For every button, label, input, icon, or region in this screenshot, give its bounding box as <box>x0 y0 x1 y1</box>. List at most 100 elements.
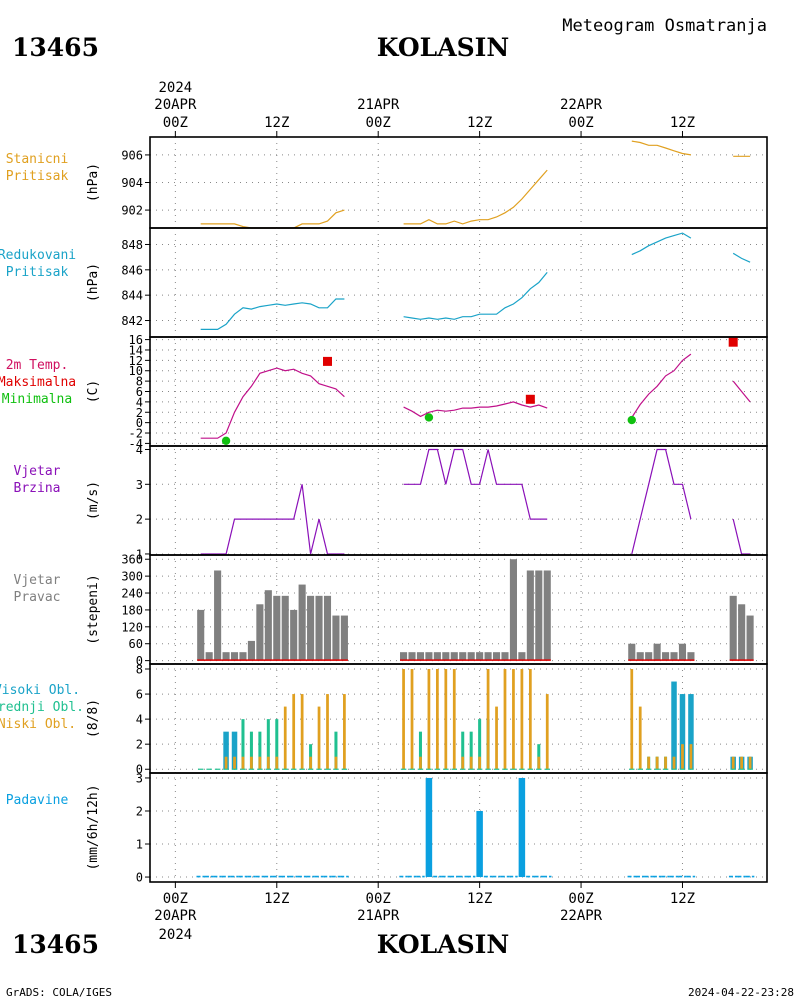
panel-label: Vjetar <box>14 573 61 588</box>
cloud-bar <box>461 756 465 770</box>
wind-dir-bar <box>467 652 475 661</box>
footer-station-name: KOLASIN <box>377 930 509 959</box>
cloud-bar <box>452 669 456 770</box>
wind-dir-bar <box>653 643 661 661</box>
wind-dir-bar <box>526 570 534 661</box>
cloud-bar <box>334 731 338 770</box>
series-line <box>732 518 751 555</box>
cloud-bar <box>520 669 524 770</box>
y-tick-label: 906 <box>121 148 143 162</box>
bottom-hour-label: 00Z <box>568 891 593 907</box>
max-temp-marker <box>728 337 738 347</box>
cloud-bar <box>283 706 287 770</box>
panel-label: Minimalna <box>2 392 72 407</box>
cloud-bar <box>486 669 490 770</box>
y-tick-label: 4 <box>136 713 143 727</box>
panel-label: Padavine <box>6 793 69 808</box>
min-temp-marker <box>627 415 636 425</box>
cloud-bar <box>233 756 236 770</box>
y-tick-label: 848 <box>121 238 143 252</box>
y-tick-label: 0 <box>136 763 143 777</box>
y-tick-label: 14 <box>129 343 143 357</box>
cloud-bar <box>512 669 515 770</box>
top-hour-label: 00Z <box>366 115 391 131</box>
cloud-bar <box>469 731 473 770</box>
bottom-year-label: 2024 <box>158 927 192 943</box>
y-tick-label: 2 <box>136 804 143 818</box>
series-line <box>200 367 345 439</box>
cloud-bar <box>410 669 414 770</box>
top-hour-label: 12Z <box>670 115 695 131</box>
cloud-bar <box>740 756 744 770</box>
wind-dir-bar <box>222 652 230 661</box>
wind-dir-bar <box>214 570 222 661</box>
cloud-bar <box>292 694 296 770</box>
wind-dir-bar <box>746 615 754 661</box>
bottom-hour-label: 00Z <box>163 891 188 907</box>
wind-dir-bar <box>239 652 247 661</box>
cloud-bar <box>478 719 482 770</box>
header-station-id: 13465 <box>12 33 99 62</box>
bottom-hour-label: 00Z <box>366 891 391 907</box>
y-tick-label: 3 <box>136 478 143 492</box>
cloud-bar <box>334 756 338 770</box>
wind-dir-bar <box>662 652 670 661</box>
wind-dir-bar <box>307 595 315 661</box>
y-axis-label: (C) <box>86 380 101 403</box>
top-hour-label: 00Z <box>163 115 188 131</box>
footer-station-id: 13465 <box>12 930 99 959</box>
panel-label: Vjetar <box>14 464 61 479</box>
cloud-bar <box>309 756 312 770</box>
wind-dir-bar <box>290 609 298 661</box>
bottom-hour-label: 12Z <box>467 891 492 907</box>
cloud-bar <box>435 669 439 770</box>
top-hour-label: 00Z <box>568 115 593 131</box>
wind-dir-bar <box>416 652 425 661</box>
wind-dir-bar <box>298 584 306 661</box>
cloud-bar <box>224 756 228 770</box>
max-temp-marker <box>322 356 332 366</box>
y-tick-label: 4 <box>136 443 143 457</box>
wind-dir-bar <box>400 652 408 661</box>
cloud-bar <box>419 756 422 770</box>
wind-dir-bar <box>459 652 467 661</box>
cloud-bar <box>444 669 448 770</box>
y-tick-label: 240 <box>121 587 143 601</box>
cloud-bar <box>275 756 279 770</box>
cloud-bar <box>528 669 532 770</box>
series-line <box>732 380 751 403</box>
wind-dir-bar <box>636 652 644 661</box>
series-line <box>403 401 548 418</box>
y-tick-label: 2 <box>136 738 143 752</box>
y-tick-label: 3 <box>136 771 143 785</box>
wind-dir-bar <box>230 652 239 661</box>
cloud-bar <box>241 756 245 770</box>
wind-dir-bar <box>492 652 501 661</box>
wind-dir-bar <box>678 643 687 661</box>
y-tick-label: 12 <box>129 354 143 368</box>
y-tick-label: 8 <box>136 375 143 389</box>
panel-label: Pritisak <box>6 265 69 280</box>
wind-dir-bar <box>323 595 332 661</box>
header-subtitle: Meteogram Osmatranja <box>562 16 767 36</box>
header-station-name: KOLASIN <box>377 33 509 62</box>
y-tick-label: 16 <box>129 333 143 347</box>
cloud-bar <box>461 731 465 770</box>
cloud-bar <box>671 681 677 770</box>
y-tick-label: 904 <box>121 176 143 190</box>
wind-dir-bar <box>433 652 441 661</box>
y-tick-label: -2 <box>129 427 143 441</box>
wind-dir-bar <box>645 652 653 661</box>
panel-station_pressure: 902 904 906 Stanicni Pritisak (hPa) <box>6 136 768 229</box>
cloud-bar <box>679 694 686 770</box>
max-temp-marker <box>525 394 535 404</box>
wind-dir-bar <box>315 595 323 661</box>
wind-dir-bar <box>281 595 289 661</box>
cloud-bar <box>326 694 329 770</box>
cloud-bar <box>241 719 245 770</box>
bottom-hour-label: 12Z <box>264 891 289 907</box>
